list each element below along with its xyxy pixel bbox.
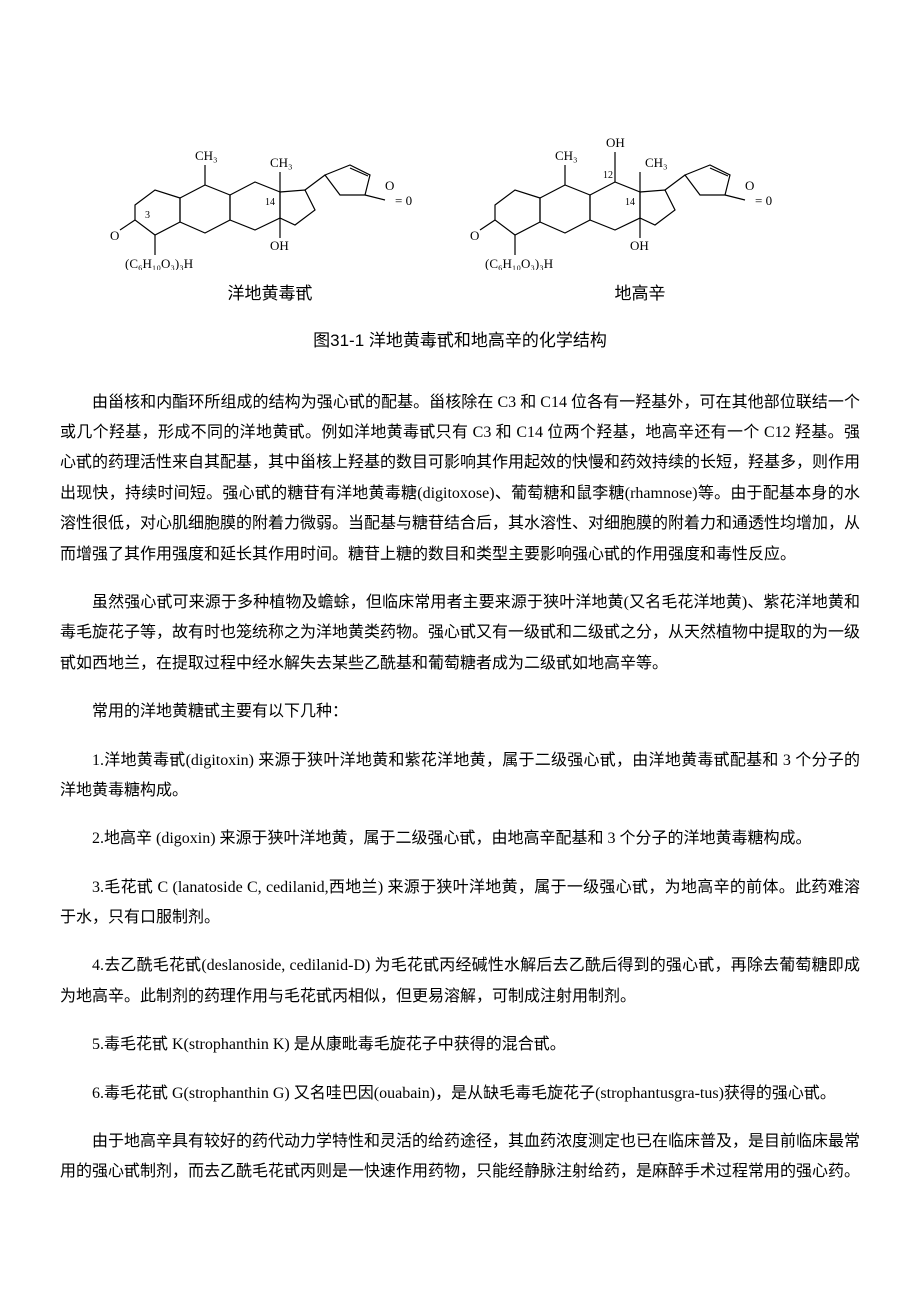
- chemical-structures-figure: CH₃ CH₃ OH O O = 0 3 14 (C₆H₁₀O₃)₃H 洋地黄毒…: [60, 70, 860, 310]
- digoxin-label: 地高辛: [615, 278, 666, 310]
- pos14-label: 14: [265, 197, 275, 208]
- digitoxin-label: 洋地黄毒甙: [228, 278, 313, 310]
- paragraph-4: 1.洋地黄毒甙(digitoxin) 来源于狭叶洋地黄和紫花洋地黄，属于二级强心…: [60, 746, 860, 807]
- paragraph-6: 3.毛花甙 C (lanatoside C, cedilanid,西地兰) 来源…: [60, 873, 860, 934]
- paragraph-1: 由甾核和内酯环所组成的结构为强心甙的配基。甾核除在 C3 和 C14 位各有一羟…: [60, 388, 860, 570]
- oh-top-label: OH: [606, 135, 625, 150]
- o-label: O: [110, 228, 119, 243]
- o-label: O: [385, 178, 394, 193]
- oh-label: OH: [270, 238, 289, 253]
- ch3-label: CH₃: [555, 148, 578, 163]
- o-label: O: [470, 228, 479, 243]
- pos14-label: 14: [625, 197, 635, 208]
- molecule-digitoxin: CH₃ CH₃ OH O O = 0 3 14 (C₆H₁₀O₃)₃H 洋地黄毒…: [110, 90, 430, 310]
- eq-zero-label: = 0: [395, 193, 412, 208]
- paragraph-8: 5.毒毛花甙 K(strophanthin K) 是从康毗毒毛旋花子中获得的混合…: [60, 1030, 860, 1060]
- ch3-label: CH₃: [195, 148, 218, 163]
- paragraph-3: 常用的洋地黄糖甙主要有以下几种：: [60, 697, 860, 727]
- paragraph-10: 由于地高辛具有较好的药代动力学特性和灵活的给药途径，其血药浓度测定也已在临床普及…: [60, 1127, 860, 1188]
- pos3-label: 3: [145, 210, 150, 221]
- ch3-label: CH₃: [645, 155, 668, 170]
- ch3-label: CH₃: [270, 155, 293, 170]
- paragraph-5: 2.地高辛 (digoxin) 来源于狭叶洋地黄，属于二级强心甙，由地高辛配基和…: [60, 824, 860, 854]
- o-label: O: [745, 178, 754, 193]
- digoxin-structure: OH CH₃ CH₃ OH O O = 0 12 14 (C₆H₁₀O₃)₃H: [470, 70, 810, 270]
- paragraph-9: 6.毒毛花甙 G(strophanthin G) 又名哇巴因(ouabain)，…: [60, 1079, 860, 1109]
- pos12-label: 12: [603, 170, 613, 181]
- figure-caption: 图31-1 洋地黄毒甙和地高辛的化学结构: [60, 325, 860, 357]
- eq-zero-label: = 0: [755, 193, 772, 208]
- paragraph-7: 4.去乙酰毛花甙(deslanoside, cedilanid-D) 为毛花甙丙…: [60, 951, 860, 1012]
- paragraph-2: 虽然强心甙可来源于多种植物及蟾蜍，但临床常用者主要来源于狭叶洋地黄(又名毛花洋地…: [60, 588, 860, 679]
- sugar-label: (C₆H₁₀O₃)₃H: [125, 256, 193, 270]
- molecule-digoxin: OH CH₃ CH₃ OH O O = 0 12 14 (C₆H₁₀O₃)₃H …: [470, 70, 810, 310]
- digitoxin-structure: CH₃ CH₃ OH O O = 0 3 14 (C₆H₁₀O₃)₃H: [110, 90, 430, 270]
- oh-label: OH: [630, 238, 649, 253]
- sugar-label: (C₆H₁₀O₃)₃H: [485, 256, 553, 270]
